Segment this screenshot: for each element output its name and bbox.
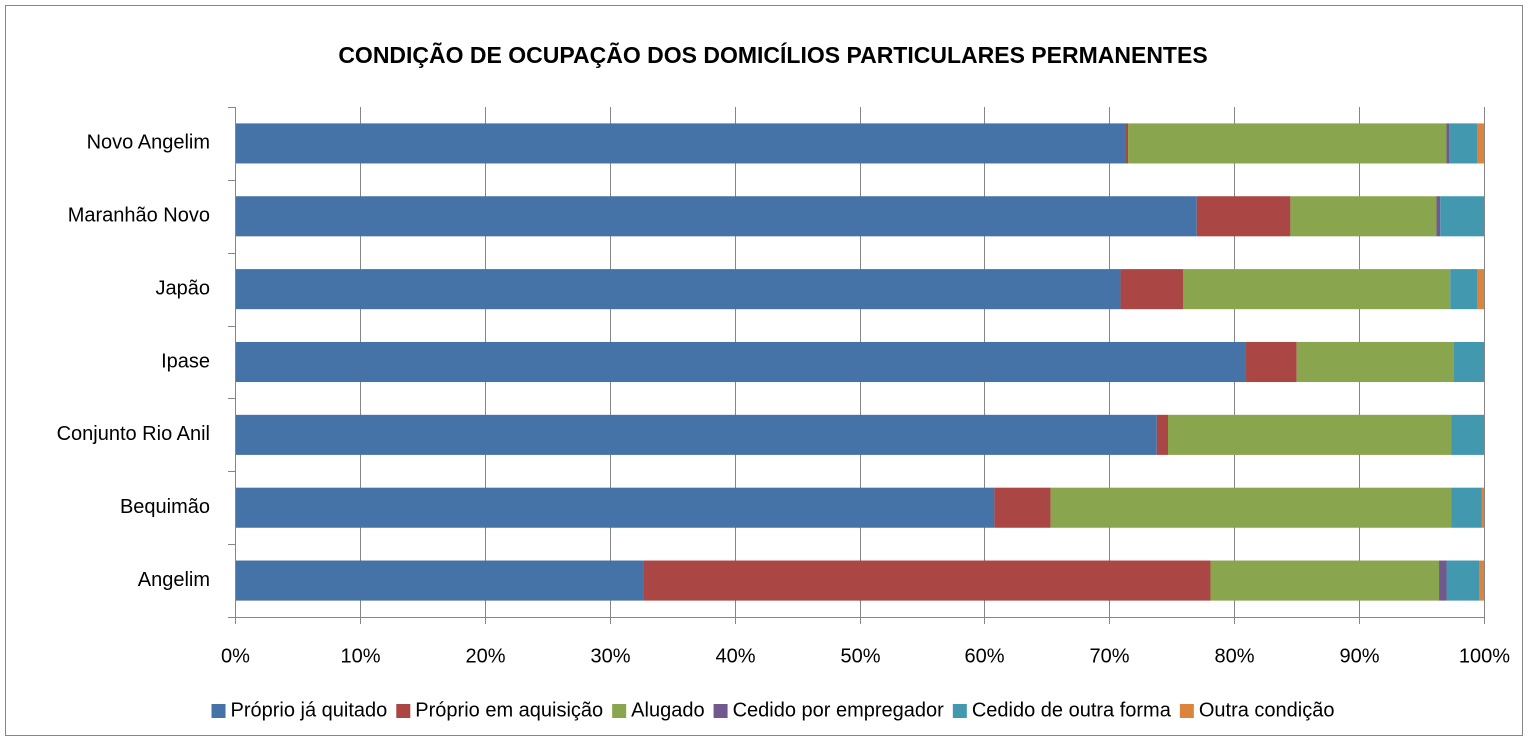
x-tick-label: 80%	[1214, 645, 1254, 667]
bar-segment	[235, 196, 1197, 237]
x-tick-label: 70%	[1089, 645, 1129, 667]
bar-segment	[235, 341, 1246, 383]
legend-swatch	[396, 704, 411, 718]
legend-label: Cedido por empregador	[733, 699, 945, 721]
bar-segment	[1440, 196, 1484, 237]
bar-segment	[643, 560, 1211, 601]
bar-segment	[994, 487, 1051, 528]
bar-segment	[235, 487, 995, 528]
bar-segment	[1125, 123, 1129, 164]
bar-segment	[235, 414, 1157, 455]
bar-segment	[1451, 487, 1482, 528]
legend-label: Alugado	[631, 699, 704, 721]
legend-swatch	[211, 704, 226, 718]
x-tick-label: 40%	[715, 645, 755, 667]
bar-segment	[1196, 196, 1291, 237]
bar-segment	[1210, 560, 1440, 601]
y-tick-label: Conjunto Rio Anil	[57, 423, 210, 445]
x-tick-label: 90%	[1339, 645, 1379, 667]
x-tick-label: 10%	[340, 645, 380, 667]
x-tick-label: 20%	[465, 645, 505, 667]
y-tick-label: Novo Angelim	[87, 132, 210, 154]
x-tick-label: 60%	[964, 645, 1004, 667]
bar-segment	[1245, 341, 1297, 383]
bar-segment	[1449, 123, 1478, 164]
bar-segment	[235, 123, 1126, 164]
legend-swatch	[612, 704, 627, 718]
chart-title: CONDIÇÃO DE OCUPAÇÃO DOS DOMICÍLIOS PART…	[338, 41, 1207, 68]
bar-segment	[1436, 196, 1441, 237]
bar-segment	[235, 560, 644, 601]
bar-segment	[1439, 560, 1447, 601]
bar-segment	[1446, 560, 1480, 601]
bar-segment	[1120, 269, 1183, 310]
bar-segment	[1296, 341, 1455, 383]
bar-segment	[1477, 123, 1484, 164]
x-tick-label: 30%	[590, 645, 630, 667]
x-tick-label: 0%	[221, 645, 250, 667]
legend-swatch	[952, 704, 967, 718]
bar-segment	[1479, 560, 1484, 601]
y-tick-label: Angelim	[138, 569, 210, 591]
bar-segment	[1450, 269, 1478, 310]
bar-segment	[1050, 487, 1452, 528]
legend-label: Outra condição	[1199, 699, 1335, 721]
bar-segment	[1290, 196, 1437, 237]
x-tick-label: 100%	[1459, 645, 1510, 667]
bar-segment	[1156, 414, 1169, 455]
y-tick-label: Maranhão Novo	[68, 205, 210, 227]
legend-swatch	[713, 704, 728, 718]
bar-segment	[1477, 269, 1484, 310]
legend-label: Cedido de outra forma	[972, 699, 1172, 721]
legend-label: Próprio em aquisição	[415, 699, 603, 721]
legend-label: Próprio já quitado	[231, 699, 388, 721]
bar-segment	[1454, 341, 1484, 383]
y-tick-label: Japão	[156, 277, 211, 299]
bar-segment	[1182, 269, 1451, 310]
bar-segment	[1451, 414, 1484, 455]
bar-segment	[1128, 123, 1447, 164]
bar-segment	[1168, 414, 1452, 455]
y-tick-label: Ipase	[161, 350, 210, 372]
legend-swatch	[1179, 704, 1194, 718]
bar-segment	[235, 269, 1121, 310]
y-tick-label: Bequimão	[120, 496, 210, 518]
x-tick-label: 50%	[840, 645, 880, 667]
bar-segment	[1481, 487, 1484, 528]
bar-segment	[1446, 123, 1450, 164]
